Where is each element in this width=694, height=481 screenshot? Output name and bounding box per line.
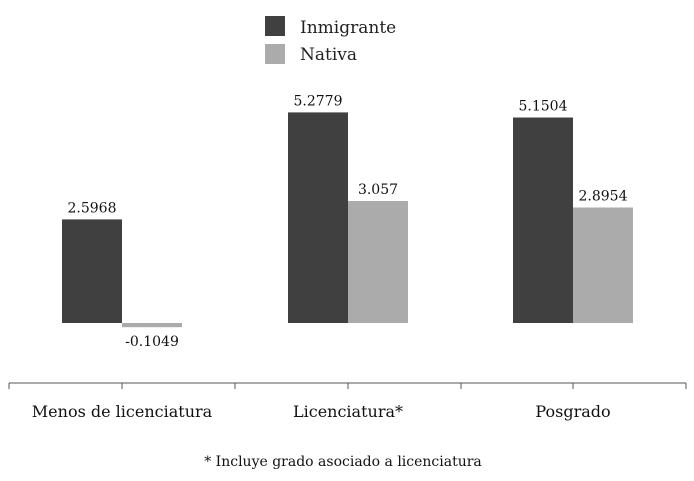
value-labels-group: 2.5968 -0.1049 5.2779 3.057 5.1504 2.8954 xyxy=(68,93,628,350)
bar-inmigrante-licenciatura xyxy=(288,112,348,324)
legend-label-inmigrante: Inmigrante xyxy=(300,18,396,38)
category-label-menos-de-licenciatura: Menos de licenciatura xyxy=(32,402,213,421)
value-label-inmigrante-posgrado: 5.1504 xyxy=(519,99,568,115)
bars-group xyxy=(62,112,633,328)
bar-inmigrante-posgrado xyxy=(513,117,573,323)
value-label-inmigrante-licenciatura: 5.2779 xyxy=(294,93,343,109)
bar-inmigrante-menos-de-licenciatura xyxy=(62,219,122,323)
value-label-nativa-licenciatura: 3.057 xyxy=(358,182,398,198)
value-label-nativa-posgrado: 2.8954 xyxy=(579,189,628,205)
legend-label-nativa: Nativa xyxy=(300,45,357,65)
footnote: * Incluye grado asociado a licenciatura xyxy=(204,454,482,470)
legend-swatch-nativa xyxy=(265,44,285,64)
x-axis xyxy=(8,382,687,389)
category-label-licenciatura: Licenciatura* xyxy=(293,402,403,421)
category-labels-group: Menos de licenciatura Licenciatura* Posgra… xyxy=(32,402,611,421)
legend: Inmigrante Nativa xyxy=(265,16,396,65)
value-label-nativa-menos-de-licenciatura: -0.1049 xyxy=(125,334,179,350)
bar-nativa-posgrado xyxy=(573,207,633,323)
category-label-posgrado: Posgrado xyxy=(535,402,610,421)
legend-swatch-inmigrante xyxy=(265,16,285,36)
bar-nativa-licenciatura xyxy=(348,201,408,323)
value-label-inmigrante-menos-de-licenciatura: 2.5968 xyxy=(68,200,117,216)
bar-nativa-menos-de-licenciatura xyxy=(122,323,182,328)
